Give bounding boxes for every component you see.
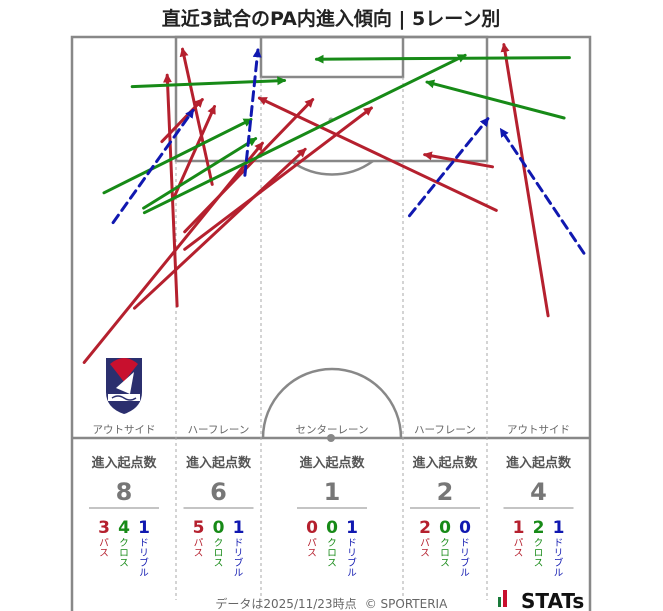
stats-brand: STATs [498,589,584,611]
dribble-count: 0 [459,518,471,538]
chart-title: 直近3試合のPA内進入傾向 | 5レーン別 [162,7,501,30]
dribble-arrow [499,127,586,255]
goal-area [259,35,405,79]
team-logo [106,358,142,414]
brand-mark-bar-right [503,590,507,607]
lane-header: 進入起点数 [412,455,478,471]
pass-count: 5 [193,518,205,538]
dribble-label: ドリブル [554,538,564,579]
pass-label: パス [99,538,109,559]
pitch [70,35,592,611]
dribble-arrow [111,108,195,225]
lane-total: 1 [324,478,341,506]
dribble-count: 1 [346,518,358,538]
center-circle [261,367,403,439]
logo-bird-body [116,372,134,394]
penalty-arc [290,159,374,176]
pass-label: パス [420,538,430,559]
cross-label: クロス [214,538,224,569]
footer: データは2025/11/23時点 © SPORTERIA STATs [215,589,584,611]
dribble-label: ドリブル [347,538,357,579]
cross-label: クロス [440,538,450,569]
pass-arrow [257,96,498,212]
pass-arrow [133,147,307,310]
lane-header: 進入起点数 [299,455,365,471]
dribble-count: 1 [138,518,150,538]
lane-header: 進入起点数 [91,455,157,471]
pass-arrow [500,42,550,318]
cross-label: クロス [327,538,337,569]
cross-arrow [314,54,571,64]
lane-total: 2 [437,478,454,506]
dribble-label: ドリブル [234,538,244,579]
penalty-area [174,35,489,163]
dribble-arrow [243,48,262,177]
lane-name: アウトサイド [93,424,156,436]
cross-arrow [142,53,467,215]
footer-date: データは2025/11/23時点 [215,596,356,611]
lane-total: 4 [530,478,547,506]
cross-arrow [130,76,287,89]
arrows-layer [82,42,586,364]
lane-dividers [175,77,488,600]
dribble-label: ドリブル [139,538,149,579]
cross-count: 0 [326,518,338,538]
lane-header: 進入起点数 [506,455,572,471]
cross-arrow [425,79,566,120]
cross-count: 2 [533,518,545,538]
pass-count: 3 [98,518,110,538]
pass-count: 1 [513,518,525,538]
pass-count: 2 [419,518,431,538]
pass-arrow [82,141,264,364]
lane-header: 進入起点数 [186,455,252,471]
pass-count: 0 [306,518,318,538]
pass-label: パス [514,538,524,559]
pass-arrow [179,47,214,186]
dribble-count: 1 [553,518,565,538]
logo-bird-wing [110,358,138,382]
lane-name: ハーフレーン [188,424,250,436]
pass-arrow [183,98,315,234]
cross-arrow [102,118,253,195]
dribble-count: 1 [233,518,245,538]
pass-arrow [183,106,373,251]
lane-total: 8 [116,478,133,506]
cross-count: 0 [213,518,225,538]
lane-total: 6 [210,478,227,506]
pitch-lines [70,35,592,611]
cross-label: クロス [119,538,129,569]
pass-label: パス [194,538,204,559]
pass-label: パス [307,538,317,559]
brand-label: STATs [521,589,584,611]
pass-arrow [422,151,494,169]
brand-mark-bar-left [498,597,501,607]
cross-label: クロス [534,538,544,569]
lane-name: アウトサイド [507,424,570,436]
lane-name: センターレーン [296,424,369,436]
cross-count: 0 [439,518,451,538]
lane-panels: アウトサイド進入起点数83パス4クロス1ドリブルハーフレーン進入起点数65パス0… [89,424,574,579]
footer-copyright: © SPORTERIA [365,597,448,611]
dribble-label: ドリブル [460,538,470,579]
logo-banner-script [111,395,137,401]
lane-name: ハーフレーン [414,424,476,436]
cross-count: 4 [118,518,130,538]
dribble-arrow [408,117,490,218]
pass-arrow [160,98,204,144]
center-spot [327,434,335,442]
cross-arrow [142,137,258,210]
